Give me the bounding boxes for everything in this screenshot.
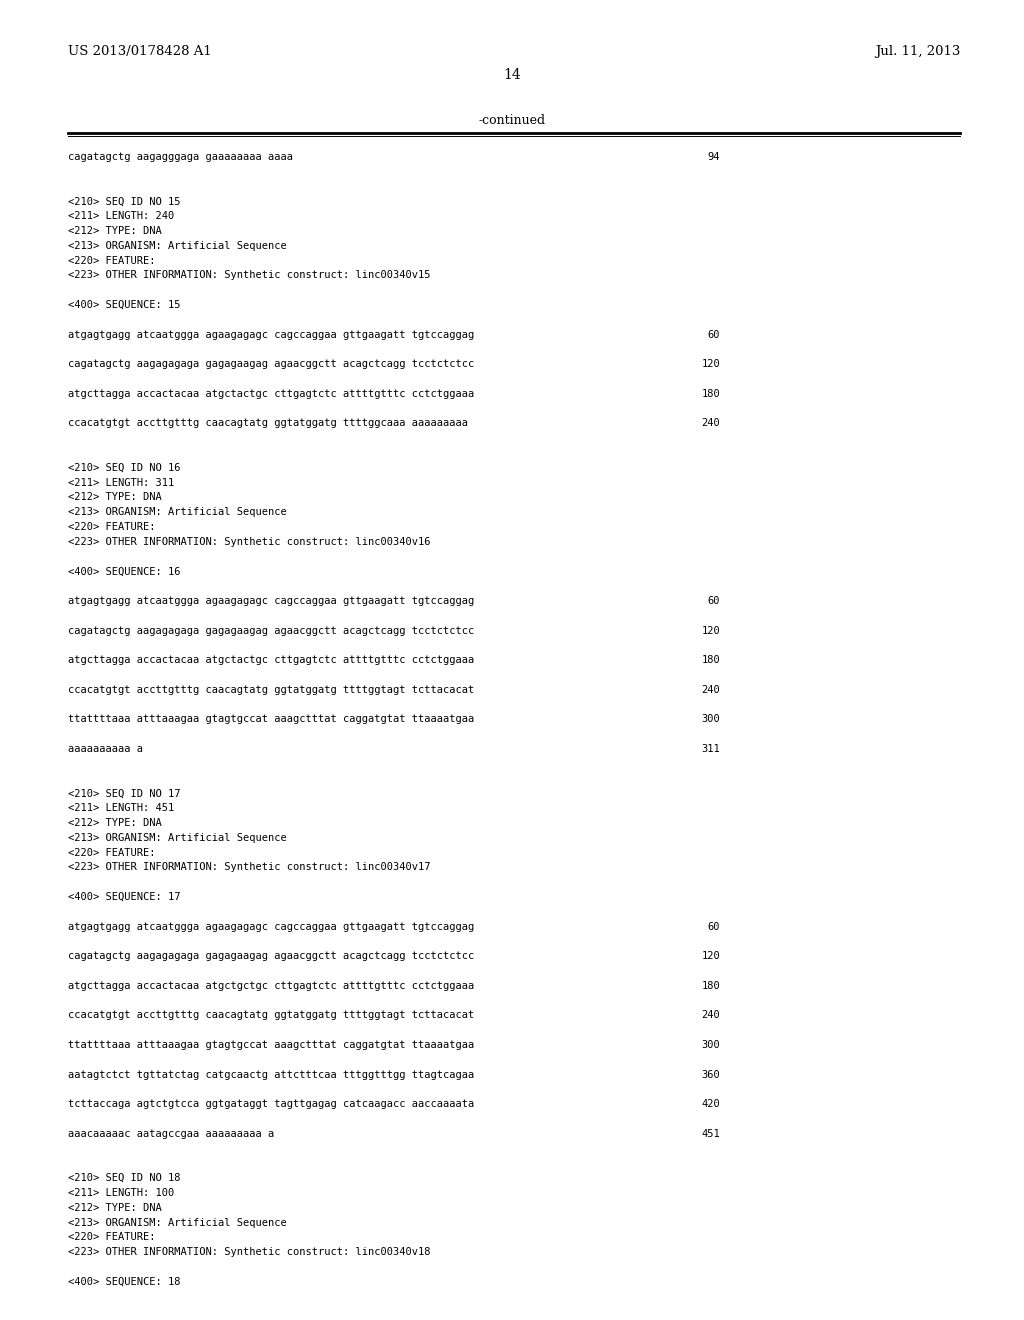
Text: <211> LENGTH: 311: <211> LENGTH: 311 [68,478,174,487]
Text: <212> TYPE: DNA: <212> TYPE: DNA [68,226,162,236]
Text: <213> ORGANISM: Artificial Sequence: <213> ORGANISM: Artificial Sequence [68,507,287,517]
Text: cagatagctg aagagggaga gaaaaaaaa aaaa: cagatagctg aagagggaga gaaaaaaaa aaaa [68,152,293,162]
Text: <400> SEQUENCE: 18: <400> SEQUENCE: 18 [68,1276,180,1287]
Text: <223> OTHER INFORMATION: Synthetic construct: linc00340v16: <223> OTHER INFORMATION: Synthetic const… [68,537,430,546]
Text: <223> OTHER INFORMATION: Synthetic construct: linc00340v15: <223> OTHER INFORMATION: Synthetic const… [68,271,430,280]
Text: 240: 240 [701,418,720,429]
Text: ccacatgtgt accttgtttg caacagtatg ggtatggatg ttttggtagt tcttacacat: ccacatgtgt accttgtttg caacagtatg ggtatgg… [68,685,474,694]
Text: 180: 180 [701,655,720,665]
Text: 120: 120 [701,359,720,370]
Text: <211> LENGTH: 451: <211> LENGTH: 451 [68,803,174,813]
Text: -continued: -continued [478,114,546,127]
Text: 120: 120 [701,952,720,961]
Text: aatagtctct tgttatctag catgcaactg attctttcaa tttggtttgg ttagtcagaa: aatagtctct tgttatctag catgcaactg attcttt… [68,1069,474,1080]
Text: <210> SEQ ID NO 18: <210> SEQ ID NO 18 [68,1173,180,1183]
Text: 300: 300 [701,714,720,725]
Text: 180: 180 [701,981,720,991]
Text: Jul. 11, 2013: Jul. 11, 2013 [874,45,961,58]
Text: atgcttagga accactacaa atgctactgc cttgagtctc attttgtttc cctctggaaa: atgcttagga accactacaa atgctactgc cttgagt… [68,655,474,665]
Text: atgcttagga accactacaa atgctactgc cttgagtctc attttgtttc cctctggaaa: atgcttagga accactacaa atgctactgc cttgagt… [68,389,474,399]
Text: <400> SEQUENCE: 17: <400> SEQUENCE: 17 [68,892,180,902]
Text: 311: 311 [701,744,720,754]
Text: 360: 360 [701,1069,720,1080]
Text: <400> SEQUENCE: 15: <400> SEQUENCE: 15 [68,300,180,310]
Text: <220> FEATURE:: <220> FEATURE: [68,521,156,532]
Text: cagatagctg aagagagaga gagagaagag agaacggctt acagctcagg tcctctctcc: cagatagctg aagagagaga gagagaagag agaacgg… [68,359,474,370]
Text: 240: 240 [701,685,720,694]
Text: atgagtgagg atcaatggga agaagagagc cagccaggaa gttgaagatt tgtccaggag: atgagtgagg atcaatggga agaagagagc cagccag… [68,921,474,932]
Text: <213> ORGANISM: Artificial Sequence: <213> ORGANISM: Artificial Sequence [68,833,287,842]
Text: <212> TYPE: DNA: <212> TYPE: DNA [68,818,162,828]
Text: ccacatgtgt accttgtttg caacagtatg ggtatggatg ttttggtagt tcttacacat: ccacatgtgt accttgtttg caacagtatg ggtatgg… [68,1010,474,1020]
Text: <220> FEATURE:: <220> FEATURE: [68,256,156,265]
Text: 420: 420 [701,1100,720,1109]
Text: <213> ORGANISM: Artificial Sequence: <213> ORGANISM: Artificial Sequence [68,240,287,251]
Text: aaacaaaaac aatagccgaa aaaaaaaaa a: aaacaaaaac aatagccgaa aaaaaaaaa a [68,1129,274,1139]
Text: <210> SEQ ID NO 16: <210> SEQ ID NO 16 [68,463,180,473]
Text: <400> SEQUENCE: 16: <400> SEQUENCE: 16 [68,566,180,577]
Text: <211> LENGTH: 100: <211> LENGTH: 100 [68,1188,174,1199]
Text: <213> ORGANISM: Artificial Sequence: <213> ORGANISM: Artificial Sequence [68,1217,287,1228]
Text: 240: 240 [701,1010,720,1020]
Text: <220> FEATURE:: <220> FEATURE: [68,1233,156,1242]
Text: atgcttagga accactacaa atgctgctgc cttgagtctc attttgtttc cctctggaaa: atgcttagga accactacaa atgctgctgc cttgagt… [68,981,474,991]
Text: ccacatgtgt accttgtttg caacagtatg ggtatggatg ttttggcaaa aaaaaaaaa: ccacatgtgt accttgtttg caacagtatg ggtatgg… [68,418,468,429]
Text: 60: 60 [708,921,720,932]
Text: <223> OTHER INFORMATION: Synthetic construct: linc00340v18: <223> OTHER INFORMATION: Synthetic const… [68,1247,430,1257]
Text: cagatagctg aagagagaga gagagaagag agaacggctt acagctcagg tcctctctcc: cagatagctg aagagagaga gagagaagag agaacgg… [68,952,474,961]
Text: <223> OTHER INFORMATION: Synthetic construct: linc00340v17: <223> OTHER INFORMATION: Synthetic const… [68,862,430,873]
Text: atgagtgagg atcaatggga agaagagagc cagccaggaa gttgaagatt tgtccaggag: atgagtgagg atcaatggga agaagagagc cagccag… [68,597,474,606]
Text: cagatagctg aagagagaga gagagaagag agaacggctt acagctcagg tcctctctcc: cagatagctg aagagagaga gagagaagag agaacgg… [68,626,474,636]
Text: tcttaccaga agtctgtcca ggtgataggt tagttgagag catcaagacc aaccaaaata: tcttaccaga agtctgtcca ggtgataggt tagttga… [68,1100,474,1109]
Text: ttattttaaa atttaaagaa gtagtgccat aaagctttat caggatgtat ttaaaatgaa: ttattttaaa atttaaagaa gtagtgccat aaagctt… [68,714,474,725]
Text: <212> TYPE: DNA: <212> TYPE: DNA [68,492,162,503]
Text: 120: 120 [701,626,720,636]
Text: 451: 451 [701,1129,720,1139]
Text: US 2013/0178428 A1: US 2013/0178428 A1 [68,45,212,58]
Text: <211> LENGTH: 240: <211> LENGTH: 240 [68,211,174,222]
Text: atgagtgagg atcaatggga agaagagagc cagccaggaa gttgaagatt tgtccaggag: atgagtgagg atcaatggga agaagagagc cagccag… [68,330,474,339]
Text: <210> SEQ ID NO 17: <210> SEQ ID NO 17 [68,788,180,799]
Text: aaaaaaaaaa a: aaaaaaaaaa a [68,744,143,754]
Text: 60: 60 [708,597,720,606]
Text: 60: 60 [708,330,720,339]
Text: 300: 300 [701,1040,720,1049]
Text: 94: 94 [708,152,720,162]
Text: <210> SEQ ID NO 15: <210> SEQ ID NO 15 [68,197,180,206]
Text: 14: 14 [503,69,521,82]
Text: 180: 180 [701,389,720,399]
Text: <220> FEATURE:: <220> FEATURE: [68,847,156,858]
Text: <212> TYPE: DNA: <212> TYPE: DNA [68,1203,162,1213]
Text: ttattttaaa atttaaagaa gtagtgccat aaagctttat caggatgtat ttaaaatgaa: ttattttaaa atttaaagaa gtagtgccat aaagctt… [68,1040,474,1049]
